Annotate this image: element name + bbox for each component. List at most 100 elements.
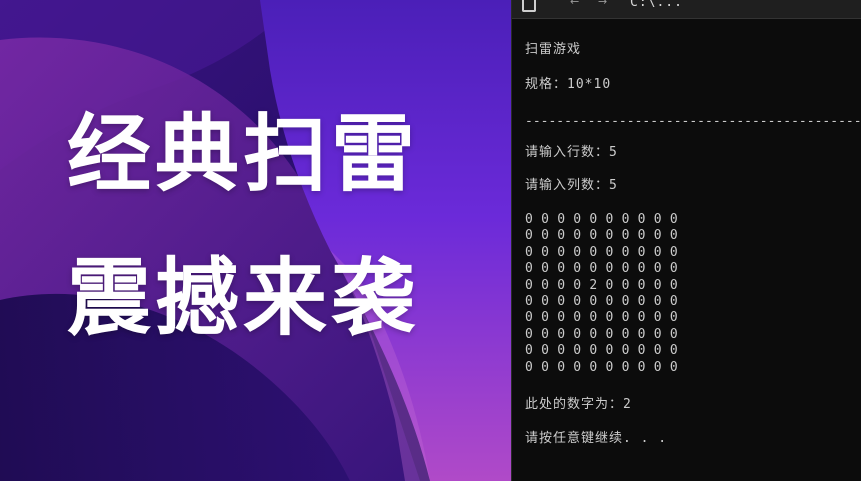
- col-value: 5: [609, 178, 618, 193]
- board-cell: 0: [605, 293, 614, 309]
- board-cell: 0: [637, 343, 646, 359]
- board-cell: 0: [653, 277, 662, 293]
- board-cell: 0: [653, 212, 662, 227]
- board-cell: 0: [669, 277, 678, 293]
- board-cell: 0: [621, 359, 630, 375]
- board-cell: 0: [621, 228, 630, 244]
- board-cell: 0: [637, 212, 646, 227]
- board-cell: 0: [589, 293, 598, 309]
- board-cell: 0: [573, 293, 582, 309]
- board-cell: 0: [653, 359, 662, 375]
- board-cell: 0: [525, 277, 533, 293]
- board-cell: 0: [621, 310, 630, 326]
- continue-line: 请按任意键继续. . .: [525, 431, 667, 447]
- board-cell: 0: [557, 343, 566, 359]
- board-cell: 0: [573, 244, 582, 260]
- board-cell: 0: [669, 359, 678, 375]
- console-titlebar[interactable]: ← → C:\...: [512, 0, 861, 19]
- board-cell: 0: [589, 228, 598, 244]
- board-cell: 0: [621, 277, 630, 293]
- board-cell: 0: [653, 343, 662, 359]
- board-cell: 2: [589, 277, 598, 293]
- result-value: 2: [623, 397, 632, 412]
- result-label: 此处的数字为：: [525, 397, 624, 412]
- board-cell: 0: [573, 277, 582, 293]
- board-cell: 0: [541, 261, 549, 277]
- board-cell: 0: [589, 343, 598, 359]
- board-cell: 0: [557, 228, 566, 244]
- continue-prompt: 请按任意键继续. . .: [525, 431, 668, 446]
- board-cell: 0: [637, 326, 646, 342]
- board-cell: 0: [605, 310, 614, 326]
- board-cell: 0: [621, 261, 630, 277]
- row-value: 5: [609, 145, 618, 160]
- board-cell: 0: [589, 326, 598, 342]
- board-cell: 0: [605, 343, 614, 359]
- board-cell: 0: [557, 326, 566, 342]
- board-cell: 0: [605, 244, 614, 260]
- board-cell: 0: [637, 244, 646, 260]
- board-cell: 0: [637, 277, 646, 293]
- board-cell: 0: [653, 326, 662, 342]
- terminal-icon: [522, 0, 536, 12]
- board-cell: 0: [637, 228, 646, 244]
- board-cell: 0: [669, 228, 678, 244]
- board-cell: 0: [669, 310, 678, 326]
- forward-arrow-icon[interactable]: →: [598, 0, 608, 8]
- board-cell: 0: [605, 277, 614, 293]
- separator-line: ----------------------------------------…: [525, 114, 861, 129]
- board-cell: 0: [589, 212, 598, 227]
- board-cell: 0: [557, 359, 566, 375]
- board-cell: 0: [525, 244, 533, 260]
- console-window[interactable]: ← → C:\... 扫雷游戏 规格：10*10 ---------------…: [511, 0, 861, 481]
- board-cell: 0: [589, 310, 598, 326]
- board-cell: 0: [669, 326, 678, 342]
- headline-line-2: 震撼来袭: [67, 249, 420, 347]
- board-cell: 0: [653, 293, 662, 309]
- board-cell: 0: [525, 293, 533, 309]
- board-cell: 0: [589, 359, 598, 375]
- board-cell: 0: [573, 228, 582, 244]
- board-cell: 0: [621, 326, 630, 342]
- board-cell: 0: [541, 310, 549, 326]
- headline-line-1: 经典扫雷: [67, 105, 420, 203]
- size-line: 规格：10*10: [525, 77, 611, 93]
- board-cell: 0: [621, 293, 630, 309]
- board-cell: 0: [525, 310, 533, 326]
- board-cell: 0: [573, 212, 582, 227]
- board-cell: 0: [589, 244, 598, 260]
- board-cell: 0: [557, 310, 566, 326]
- board-cell: 0: [525, 261, 533, 277]
- board-cell: 0: [605, 212, 614, 227]
- board-cell: 0: [557, 212, 566, 227]
- board-cell: 0: [525, 212, 533, 227]
- board-cell: 0: [541, 359, 549, 375]
- board-cell: 0: [621, 244, 630, 260]
- board-cell: 0: [669, 244, 678, 260]
- board-cell: 0: [573, 261, 582, 277]
- row-prompt: 请输入行数：: [525, 145, 610, 160]
- window-title: C:\...: [630, 0, 683, 10]
- col-input-line: 请输入列数：5: [525, 178, 618, 194]
- board-cell: 0: [637, 293, 646, 309]
- back-arrow-icon[interactable]: ←: [570, 0, 580, 8]
- board-cell: 0: [525, 343, 533, 359]
- col-prompt: 请输入列数：: [525, 178, 610, 193]
- board-cell: 0: [541, 244, 549, 260]
- board-cell: 0: [589, 261, 598, 277]
- board-cell: 0: [557, 277, 566, 293]
- board-cell: 0: [669, 261, 678, 277]
- board-cell: 0: [525, 228, 533, 244]
- board-cell: 0: [653, 261, 662, 277]
- result-line: 此处的数字为：2: [525, 397, 632, 413]
- game-title: 扫雷游戏: [525, 42, 582, 57]
- board-cell: 0: [605, 261, 614, 277]
- board-cell: 0: [557, 244, 566, 260]
